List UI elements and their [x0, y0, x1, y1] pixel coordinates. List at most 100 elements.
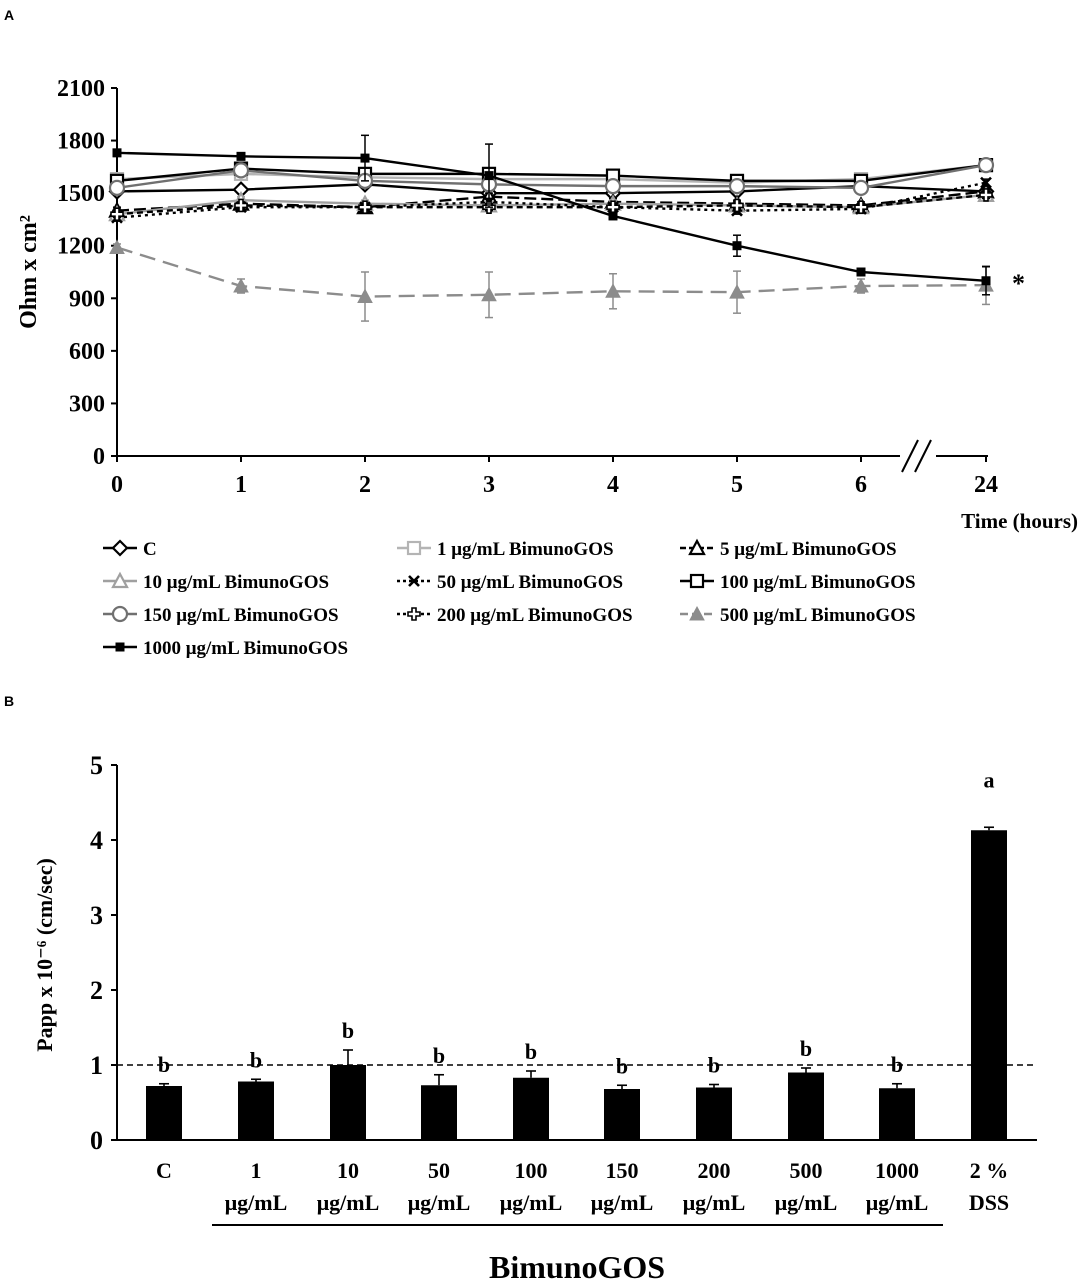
panel-b-x-tick-sublabel: μg/mL — [225, 1190, 288, 1215]
legend-entry: 10 μg/mL BimunoGOS — [103, 571, 329, 593]
series-6 — [108, 157, 995, 196]
bar-group: b — [696, 1053, 732, 1140]
series-7 — [110, 188, 993, 221]
significance-letter: b — [433, 1043, 445, 1068]
legend-entry: 100 μg/mL BimunoGOS — [680, 572, 916, 593]
panel-b-x-tick-label: 1 — [251, 1158, 262, 1183]
panel-b-x-tick-label: 500 — [790, 1158, 823, 1183]
data-point — [358, 200, 372, 214]
data-point — [357, 288, 373, 304]
panel-b-x-tick-label: 100 — [515, 1158, 548, 1183]
panel-b-x-tick-label: 200 — [698, 1158, 731, 1183]
data-point — [608, 211, 618, 221]
legend-entry: 5 μg/mL BimunoGOS — [680, 538, 897, 560]
group-label: BimunoGOS — [489, 1249, 665, 1285]
axis-break-mark-2 — [914, 439, 932, 473]
data-point — [979, 188, 993, 202]
data-point — [853, 277, 869, 293]
bar-group: b — [238, 1047, 274, 1140]
panel-a-legend: C 1 μg/mL BimunoGOS 5 μg/mL BimunoGOS 10 μg… — [103, 538, 916, 659]
panel-b-y-axis-title: Papp x 10⁻⁶ (cm/sec) — [32, 858, 57, 1052]
legend-marker — [406, 540, 422, 556]
bar-group: b — [330, 1018, 366, 1140]
bar — [604, 1089, 640, 1140]
bar-group: b — [421, 1043, 457, 1140]
panel-a-y-tick-label: 0 — [93, 444, 105, 470]
data-point — [236, 151, 246, 161]
legend-marker — [111, 539, 129, 557]
data-point — [232, 162, 250, 179]
significance-asterisk: * — [1012, 269, 1025, 298]
legend-marker — [111, 571, 129, 589]
series-line — [116, 163, 987, 190]
data-point — [112, 148, 122, 158]
panel-b-label: B — [4, 693, 14, 709]
bar — [421, 1085, 457, 1140]
series-8 — [109, 239, 994, 322]
panel-a-y-tick-label: 600 — [69, 339, 105, 365]
significance-letter: b — [800, 1036, 812, 1061]
data-point — [729, 284, 745, 299]
bar-group: b — [146, 1052, 182, 1140]
panel-a-y-tick-label: 2100 — [57, 76, 105, 102]
bar — [238, 1081, 274, 1140]
bar-group: b — [513, 1039, 549, 1140]
panel-b-y-tick-label: 1 — [90, 1051, 103, 1080]
data-point — [728, 178, 746, 195]
data-point — [977, 157, 995, 174]
panel-a-x-tick-label: 3 — [483, 472, 495, 498]
data-point — [108, 179, 126, 196]
panel-b-x-tick-label: C — [156, 1158, 172, 1183]
significance-letter: b — [891, 1052, 903, 1077]
data-point — [481, 286, 497, 302]
series-9 — [112, 134, 991, 296]
panel-b-y-tick-label: 0 — [90, 1126, 103, 1155]
legend-label: 50 μg/mL BimunoGOS — [437, 572, 623, 593]
data-point — [484, 171, 494, 181]
panel-b-x-tick-sublabel: μg/mL — [500, 1190, 563, 1215]
legend-label: C — [143, 539, 157, 560]
series-line — [116, 190, 987, 212]
legend-label: 200 μg/mL BimunoGOS — [437, 605, 633, 626]
bar — [330, 1065, 366, 1140]
panel-b-x-tick-label: 1000 — [875, 1158, 919, 1183]
data-point — [234, 198, 248, 213]
data-point — [856, 267, 866, 277]
series-line — [116, 181, 987, 219]
legend-label: 1000 μg/mL BimunoGOS — [143, 638, 348, 659]
panel-b-x-tick-sublabel: μg/mL — [866, 1190, 929, 1215]
data-point — [730, 198, 744, 213]
data-point — [109, 239, 125, 254]
data-point — [360, 153, 370, 163]
panel-b-chart: 0 1 2 3 4 5 b b b b b b b b b a C 1 μg/mL 10 μg/mL 50 μg/mL 1… — [32, 751, 1037, 1285]
panel-b-x-tick-label: 10 — [337, 1158, 359, 1183]
legend-marker — [689, 605, 705, 621]
panel-b-x-tick-label: 50 — [428, 1158, 450, 1183]
significance-letter: a — [984, 767, 995, 792]
legend-entry: C — [103, 539, 157, 560]
legend-marker — [689, 573, 705, 589]
bar-group: b — [788, 1036, 824, 1140]
panel-a-label: A — [4, 7, 14, 23]
legend-marker — [115, 642, 125, 652]
series-line — [116, 151, 987, 282]
series-line — [116, 246, 987, 298]
panel-b-x-tick-sublabel: μg/mL — [317, 1190, 380, 1215]
bar-group: b — [604, 1053, 640, 1140]
legend-label: 500 μg/mL BimunoGOS — [720, 605, 916, 626]
panel-b-x-tick-label: 2 % — [970, 1158, 1009, 1183]
data-point — [233, 277, 249, 293]
legend-label: 1 μg/mL BimunoGOS — [437, 539, 614, 560]
panel-a-x-tick-label: 0 — [111, 472, 123, 498]
legend-label: 150 μg/mL BimunoGOS — [143, 605, 339, 626]
significance-letter: b — [158, 1052, 170, 1077]
panel-a-x-tick-label: 1 — [235, 472, 247, 498]
panel-a-y-axis-title: Ohm x cm² — [16, 215, 42, 329]
bar — [696, 1087, 732, 1140]
panel-a-y-tick-label: 900 — [69, 286, 105, 312]
bar-group: b — [879, 1052, 915, 1140]
significance-letter: b — [342, 1018, 354, 1043]
legend-marker — [407, 607, 421, 621]
panel-a-x-tick-label: 4 — [607, 472, 619, 498]
bar — [879, 1088, 915, 1140]
